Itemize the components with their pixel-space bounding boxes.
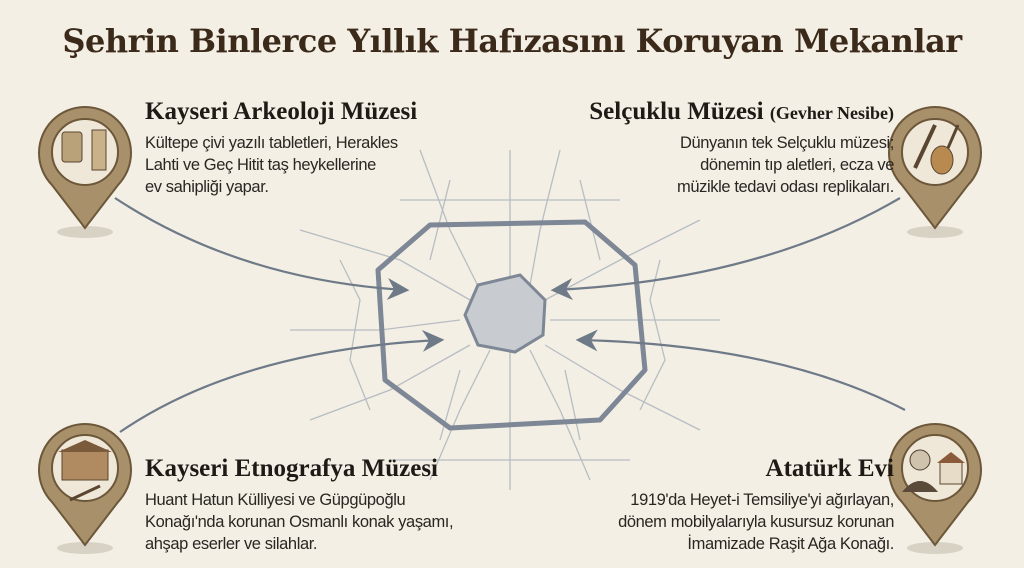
museum-ataturk-house: Atatürk Evi 1919'da Heyet-i Temsiliye'yi… [618,455,894,555]
connector-arrows [114,197,906,433]
museum-name: Kayseri Etnografya Müzesi [145,455,439,482]
old-city [463,273,547,354]
pin-ataturk [888,423,982,554]
museum-description: Huant Hatun Külliyesi ve Güpgüpoğlu Konağ… [145,491,454,553]
museum-description: Dünyanın tek Selçuklu müzesi; dönemin tıp… [677,134,894,196]
museum-name: Kayseri Arkeoloji Müzesi [145,98,418,125]
museum-seljuk: Selçuklu Müzesi (Gevher Nesibe) Dünyanın… [589,98,894,198]
page-title: Şehrin Binlerce Yıllık Hafızasını Koruya… [62,22,962,60]
pin-ethnography [38,423,132,554]
museum-description: 1919'da Heyet-i Temsiliye'yi ağırlayan, d… [618,491,894,553]
museum-name: Selçuklu Müzesi (Gevher Nesibe) [589,98,894,125]
street-grid [290,149,720,490]
ring-road [375,219,648,431]
museum-ethnography: Kayseri Etnografya Müzesi Huant Hatun Kü… [145,455,454,555]
pin-seljuk [888,106,982,238]
museum-subtitle: (Gevher Nesibe) [769,103,894,123]
museum-description: Kültepe çivi yazılı tabletleri, Herakles… [145,134,398,196]
pin-archaeology [38,106,132,238]
museum-archaeology: Kayseri Arkeoloji Müzesi Kültepe çivi ya… [145,98,417,198]
museum-name: Atatürk Evi [765,455,894,482]
